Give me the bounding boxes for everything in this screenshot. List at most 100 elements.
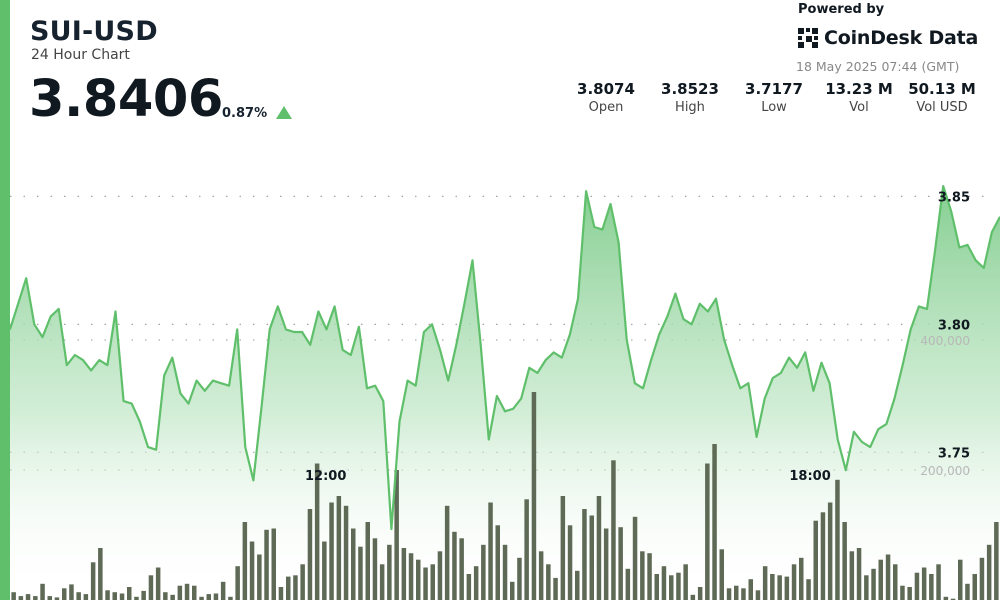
volume-tick-label: 200,000 (920, 464, 970, 478)
volume-bar (170, 594, 175, 600)
volume-bar (286, 576, 291, 600)
volume-bar (611, 460, 616, 600)
axis-labels: 3.853.803.75400,000200,00012:0018:0000:0… (305, 190, 970, 484)
stat-low-value: 3.7177 (745, 80, 803, 98)
volume-bar (481, 544, 486, 600)
volume-bar (40, 583, 45, 600)
stat-low: 3.7177 Low (734, 80, 814, 115)
volume-bar (25, 594, 31, 600)
volume-bar (517, 557, 522, 600)
volume-bar (705, 463, 710, 600)
volume-bar (206, 594, 211, 600)
volume-bar (379, 564, 385, 600)
volume-bar (719, 549, 724, 600)
volume-bar (264, 529, 269, 600)
volume-bar (314, 463, 320, 600)
volume-bar (199, 596, 204, 600)
timestamp: 18 May 2025 07:44 (GMT) (796, 59, 960, 74)
volume-bar (669, 575, 674, 600)
volume-bar (986, 544, 992, 600)
volume-bar (567, 525, 573, 600)
volume-bar (502, 544, 508, 600)
volume-bar (69, 584, 74, 600)
volume-bar (827, 502, 833, 600)
volume-bar (459, 538, 464, 600)
volume-bar (141, 590, 146, 600)
volume-bar (257, 554, 262, 600)
volume-bar (893, 564, 898, 600)
volume-bar (762, 566, 768, 600)
time-tick-label: 18:00 (789, 469, 830, 484)
volume-bar (806, 579, 811, 600)
volume-bar (799, 557, 804, 600)
volume-bar (322, 541, 327, 600)
stat-vol-usd-value: 50.13 M (908, 80, 976, 98)
stat-open-label: Open (588, 100, 624, 115)
volume-bar (748, 579, 753, 600)
volume-bar (842, 522, 847, 600)
volume-bar (625, 568, 631, 600)
volume-bar (531, 392, 537, 600)
volume-bar (835, 479, 840, 600)
volume-bars (11, 392, 999, 600)
volume-bar (640, 551, 645, 600)
volume-bar (582, 509, 587, 600)
time-tick-label: 12:00 (305, 469, 346, 484)
volume-bar (741, 588, 746, 600)
volume-bar (979, 557, 985, 600)
change-percent: 0.87% (222, 106, 268, 121)
volume-bar (965, 583, 970, 600)
volume-bar (473, 566, 479, 600)
stat-vol-usd-label: Vol USD (916, 100, 968, 115)
volume-bar (444, 505, 450, 600)
price-tick-label: 3.75 (938, 446, 970, 461)
volume-bar (365, 522, 370, 600)
volume-bar (791, 564, 797, 600)
volume-bar (11, 592, 16, 600)
volume-bar (127, 587, 132, 600)
volume-bar (54, 597, 60, 600)
last-price: 3.8406 (29, 70, 223, 129)
volume-bar (553, 577, 558, 600)
volume-bar (33, 596, 38, 600)
stat-vol-value: 13.23 M (825, 80, 893, 98)
volume-bar (134, 596, 139, 600)
volume-bar (220, 581, 226, 600)
volume-bar (596, 496, 602, 600)
volume-bar (163, 592, 168, 600)
volume-bar (712, 444, 717, 600)
volume-bar (936, 564, 941, 600)
volume-bar (654, 574, 659, 600)
volume-bar (943, 596, 949, 600)
volume-bar (401, 548, 407, 600)
volume-bar (358, 546, 363, 600)
price-tick-label: 3.80 (938, 318, 970, 333)
volume-bar (155, 567, 161, 600)
volume-bar (661, 566, 667, 600)
stat-open: 3.8074 Open (566, 80, 646, 115)
stat-vol-usd: 50.13 M Vol USD (902, 80, 982, 115)
volume-bar (958, 559, 963, 600)
volume-bar (618, 527, 623, 600)
volume-tick-label: 400,000 (920, 334, 970, 348)
volume-bar (336, 496, 342, 600)
volume-bar (871, 568, 876, 600)
price-area (10, 186, 1000, 600)
volume-bar (177, 585, 183, 600)
volume-bar (914, 572, 920, 600)
volume-bar (683, 564, 688, 600)
volume-bar (755, 590, 761, 600)
volume-bar (575, 570, 580, 600)
volume-bar (213, 593, 219, 600)
volume-bar (878, 559, 883, 600)
volume-bar (929, 574, 934, 600)
stat-open-value: 3.8074 (577, 80, 635, 98)
volume-bar (784, 576, 790, 600)
coindesk-logo-icon (798, 28, 818, 48)
volume-bar (278, 587, 284, 600)
volume-bar (76, 592, 81, 600)
volume-bar (777, 575, 782, 600)
volume-bar (235, 566, 240, 600)
stat-high-label: High (675, 100, 705, 115)
